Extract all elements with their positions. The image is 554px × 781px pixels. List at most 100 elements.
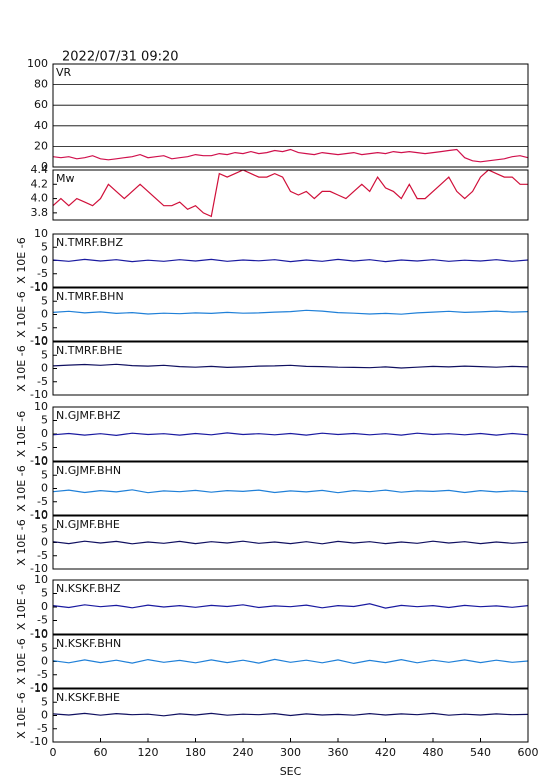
y-tick-label: 0	[41, 536, 48, 549]
y-tick-label: -10	[30, 508, 48, 521]
panel-label: N.TMRF.BHN	[56, 290, 124, 303]
x-tick-label: 180	[185, 746, 206, 759]
panel-frame	[52, 169, 529, 221]
panel-label: Mw	[56, 172, 75, 185]
x-tick-label: 120	[138, 746, 159, 759]
y-tick-label: 0	[41, 362, 48, 375]
x-tick-label: 60	[94, 746, 108, 759]
y-axis-label: X 10E -6	[15, 519, 28, 565]
y-tick-label: 0	[41, 160, 48, 173]
y-tick-label: -5	[37, 267, 48, 280]
y-tick-label: 10	[34, 573, 48, 586]
trace-line	[52, 540, 529, 545]
y-tick-label: -10	[30, 454, 48, 467]
y-tick-label: 5	[41, 641, 48, 654]
y-tick-label: 10	[34, 455, 48, 468]
x-tick-label: 600	[518, 746, 539, 759]
trace-line	[52, 658, 529, 665]
panel-label: N.GJMF.BHZ	[56, 409, 121, 422]
y-tick-label: -5	[37, 614, 48, 627]
y-tick-label: 0	[41, 308, 48, 321]
y-tick-label: -5	[37, 549, 48, 562]
panel-frame	[52, 515, 529, 570]
panel-label: N.KSKF.BHE	[56, 691, 120, 704]
y-tick-label: 0	[41, 427, 48, 440]
panel-label: VR	[56, 66, 72, 79]
y-tick-label: 4.4	[31, 163, 49, 176]
trace-line	[52, 309, 529, 315]
y-tick-label: -10	[30, 388, 48, 401]
y-tick-label: 3.8	[31, 206, 49, 219]
y-tick-label: 4.2	[31, 177, 49, 190]
y-axis-label: X 10E -6	[15, 237, 28, 283]
panel-label: N.GJMF.BHE	[56, 518, 120, 531]
panel-frame	[52, 579, 529, 635]
y-tick-label: -10	[30, 280, 48, 293]
y-axis-label: X 10E -6	[15, 345, 28, 391]
y-axis-label: X 10E -6	[15, 584, 28, 630]
y-tick-label: -5	[37, 722, 48, 735]
panel-frame	[52, 634, 529, 689]
trace-line	[52, 489, 529, 494]
y-tick-label: 10	[34, 628, 48, 641]
y-tick-label: 10	[34, 227, 48, 240]
chart-title: 2022/07/31 09:20	[62, 50, 179, 65]
y-tick-label: 40	[34, 119, 48, 132]
trace-line	[52, 258, 529, 263]
y-tick-label: -10	[30, 735, 48, 748]
y-tick-label: 0	[41, 709, 48, 722]
y-tick-label: 5	[41, 468, 48, 481]
y-axis-label: X 10E -6	[15, 638, 28, 684]
x-tick-label: 360	[328, 746, 349, 759]
y-tick-label: 10	[34, 335, 48, 348]
trace-line	[52, 603, 529, 609]
panel-frame	[52, 63, 529, 168]
y-tick-label: 100	[27, 57, 48, 70]
x-tick-label: 300	[280, 746, 301, 759]
y-axis-label: X 10E -6	[15, 291, 28, 337]
panel-frame	[52, 688, 529, 743]
y-tick-label: 0	[41, 254, 48, 267]
trace-line	[52, 432, 529, 437]
x-axis-label: SEC	[280, 765, 302, 778]
panel-frame	[52, 461, 529, 516]
trace-line	[52, 363, 529, 369]
y-tick-label: 0	[41, 600, 48, 613]
y-tick-label: 5	[41, 587, 48, 600]
y-tick-label: -5	[37, 375, 48, 388]
panel-label: N.KSKF.BHN	[56, 637, 121, 650]
y-tick-label: -5	[37, 321, 48, 334]
trace-line	[52, 712, 529, 717]
y-tick-label: 0	[41, 655, 48, 668]
y-tick-label: -10	[30, 562, 48, 575]
y-tick-label: 10	[34, 400, 48, 413]
y-tick-label: -10	[30, 627, 48, 640]
panel-label: N.KSKF.BHZ	[56, 582, 121, 595]
panel-frame	[52, 406, 529, 462]
y-tick-label: 5	[41, 348, 48, 361]
trace-line	[52, 169, 528, 218]
y-tick-label: 10	[34, 682, 48, 695]
y-axis-label: X 10E -6	[15, 692, 28, 738]
y-tick-label: 5	[41, 294, 48, 307]
y-tick-label: 0	[41, 482, 48, 495]
y-axis-label: X 10E -6	[15, 411, 28, 457]
panel-label: N.GJMF.BHN	[56, 464, 121, 477]
y-axis-label: X 10E -6	[15, 465, 28, 511]
x-tick-label: 0	[50, 746, 57, 759]
y-tick-label: -10	[30, 681, 48, 694]
panel-frame	[52, 233, 529, 288]
y-tick-label: 5	[41, 240, 48, 253]
x-tick-label: 540	[470, 746, 491, 759]
y-tick-label: 20	[34, 139, 48, 152]
panel-label: N.TMRF.BHZ	[56, 236, 123, 249]
y-tick-label: -5	[37, 441, 48, 454]
x-tick-label: 420	[375, 746, 396, 759]
y-tick-label: 10	[34, 281, 48, 294]
y-tick-label: -5	[37, 495, 48, 508]
y-tick-label: 5	[41, 522, 48, 535]
y-tick-label: 5	[41, 695, 48, 708]
y-tick-label: 80	[34, 78, 48, 91]
y-tick-label: 4.0	[31, 192, 49, 205]
y-tick-label: -10	[30, 334, 48, 347]
